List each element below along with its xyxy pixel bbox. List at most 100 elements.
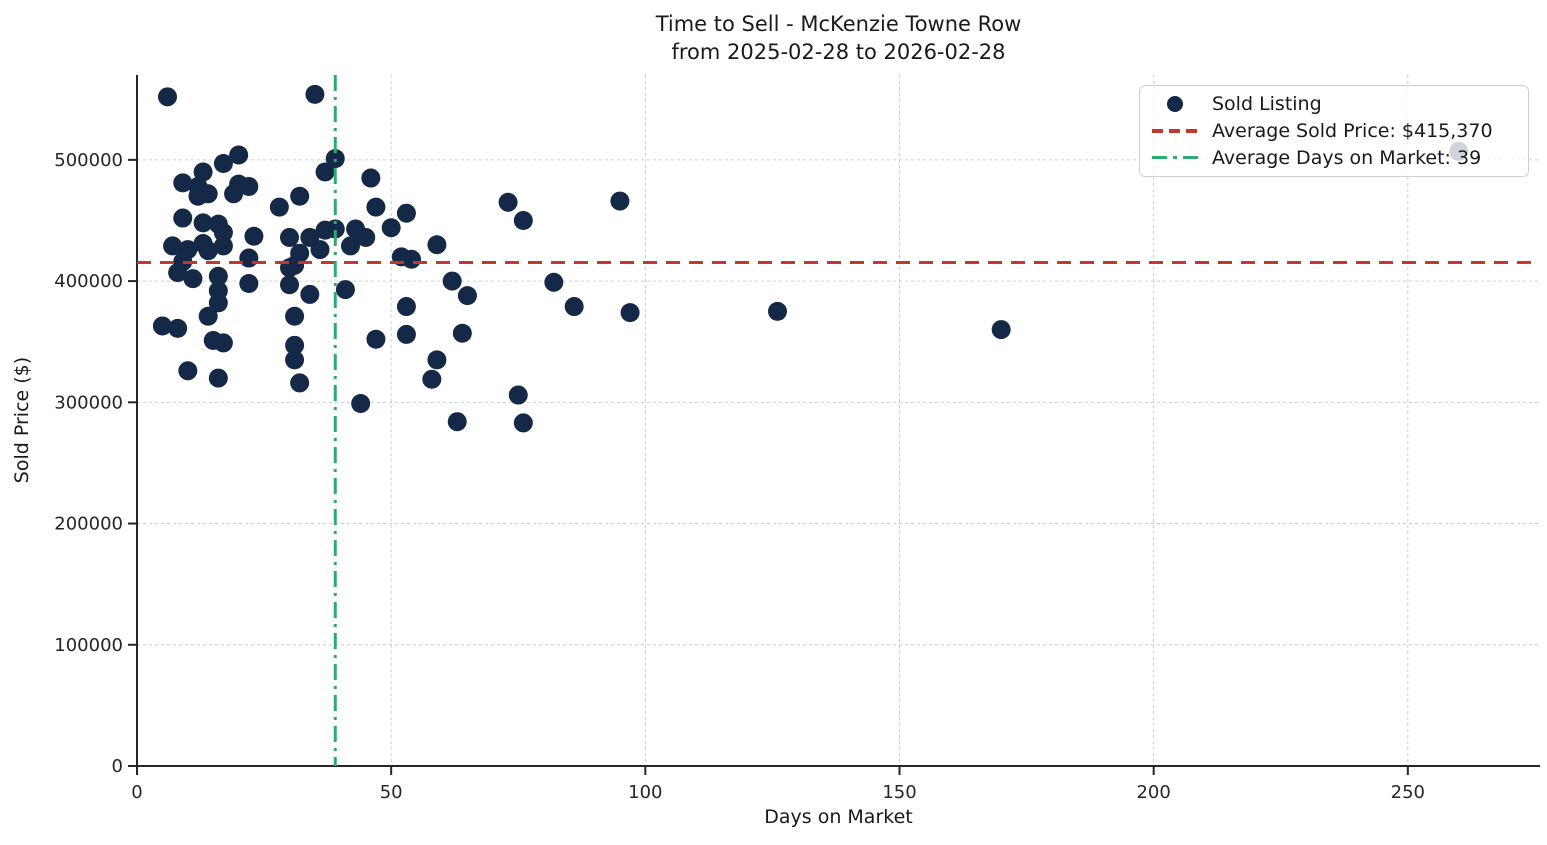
- scatter-point: [564, 297, 584, 317]
- scatter-point: [325, 219, 345, 239]
- chart-title-line2: from 2025-02-28 to 2026-02-28: [671, 40, 1006, 64]
- scatter-point: [341, 236, 360, 256]
- scatter-point: [280, 275, 299, 295]
- scatter-point: [402, 249, 421, 269]
- scatter-point: [239, 177, 259, 197]
- chart-title: Time to Sell - McKenzie Towne Row from 2…: [137, 10, 1540, 66]
- scatter-point: [310, 240, 330, 260]
- y-tick-label: 300000: [54, 392, 123, 413]
- scatter-point: [183, 269, 203, 289]
- x-tick-label: 200: [1136, 782, 1170, 803]
- scatter-point: [351, 394, 371, 414]
- scatter-point: [381, 218, 401, 238]
- scatter-point: [168, 318, 188, 338]
- scatter-point: [239, 274, 259, 294]
- scatter-point: [208, 293, 228, 313]
- legend-marker-cell: [1152, 129, 1198, 133]
- scatter-point: [544, 272, 564, 292]
- y-tick-label: 500000: [54, 150, 123, 171]
- scatter-point: [457, 286, 477, 306]
- scatter-point: [620, 303, 640, 323]
- chart-title-line1: Time to Sell - McKenzie Towne Row: [655, 12, 1022, 36]
- scatter-point: [229, 145, 249, 165]
- scatter-point: [208, 368, 228, 388]
- scatter-point: [285, 306, 305, 326]
- scatter-point: [452, 323, 472, 343]
- scatter-point: [280, 227, 299, 247]
- scatter-point: [366, 329, 386, 349]
- legend-item-average-days-on-market: Average Days on Market: 39: [1152, 147, 1516, 169]
- scatter-point: [396, 203, 416, 223]
- y-axis-label: Sold Price ($): [11, 356, 33, 484]
- scatter-point: [427, 235, 447, 255]
- scatter-point: [173, 173, 193, 193]
- scatter-point: [163, 236, 183, 256]
- scatter-point: [244, 226, 264, 246]
- scatter-point: [213, 153, 233, 173]
- scatter-point: [768, 301, 787, 321]
- x-axis-label: Days on Market: [764, 806, 913, 828]
- scatter-point: [610, 191, 630, 211]
- legend-marker-cell: [1152, 96, 1198, 113]
- scatter-point: [269, 197, 289, 217]
- scatter-point: [178, 361, 198, 381]
- scatter-point: [361, 168, 381, 188]
- scatter-point: [356, 227, 376, 247]
- x-tick-label: 0: [131, 782, 142, 803]
- y-tick-label: 400000: [54, 271, 123, 292]
- dashdot-line-icon: [1152, 155, 1198, 160]
- scatter-point: [422, 369, 442, 389]
- x-tick-label: 100: [628, 782, 662, 803]
- scatter-point: [239, 248, 259, 268]
- scatter-point: [213, 223, 233, 243]
- legend-marker-cell: [1152, 155, 1198, 160]
- scatter-point: [513, 413, 533, 433]
- scatter-point: [447, 412, 467, 432]
- scatter-point: [208, 266, 228, 286]
- scatter-point: [442, 271, 462, 291]
- scatter-point: [193, 162, 213, 182]
- scatter-point: [152, 316, 172, 336]
- scatter-point: [427, 350, 447, 370]
- x-tick-label: 250: [1391, 782, 1425, 803]
- scatter-point: [508, 385, 528, 405]
- scatter-point: [158, 87, 177, 107]
- scatter-point: [285, 350, 305, 370]
- legend-label-average-sold-price: Average Sold Price: $415,370: [1212, 119, 1493, 142]
- scatter-point: [396, 297, 416, 317]
- scatter-point: [300, 284, 320, 304]
- scatter-point: [325, 149, 345, 169]
- legend: Sold Listing Average Sold Price: $415,37…: [1139, 85, 1529, 177]
- legend-item-average-sold-price: Average Sold Price: $415,370: [1152, 120, 1516, 142]
- scatter-point: [285, 335, 305, 355]
- scatter-point: [188, 186, 208, 206]
- scatter-point: [198, 306, 218, 326]
- scatter-point: [305, 84, 325, 104]
- legend-item-sold-listing: Sold Listing: [1152, 93, 1516, 115]
- x-tick-label: 150: [882, 782, 916, 803]
- scatter-point: [315, 162, 335, 182]
- scatter-point: [213, 236, 233, 256]
- y-tick-label: 200000: [54, 514, 123, 535]
- scatter-point: [193, 213, 213, 233]
- legend-label-average-days-on-market: Average Days on Market: 39: [1212, 146, 1482, 169]
- scatter-point: [173, 208, 193, 228]
- dashed-line-icon: [1152, 129, 1198, 133]
- y-tick-label: 100000: [54, 635, 123, 656]
- scatter-point: [396, 324, 416, 344]
- scatter-point: [290, 186, 310, 206]
- scatter-point: [335, 280, 355, 300]
- legend-label-sold-listing: Sold Listing: [1212, 93, 1322, 116]
- scatter-point: [168, 263, 188, 283]
- scatter-point: [991, 320, 1011, 340]
- x-tick-label: 50: [380, 782, 403, 803]
- scatter-point: [498, 192, 518, 212]
- sold-listing-dot-icon: [1167, 96, 1183, 113]
- scatter-point: [513, 210, 533, 230]
- scatter-point: [366, 197, 386, 217]
- scatter-point: [198, 241, 218, 261]
- scatter-point: [224, 184, 244, 204]
- y-tick-label: 0: [112, 756, 123, 777]
